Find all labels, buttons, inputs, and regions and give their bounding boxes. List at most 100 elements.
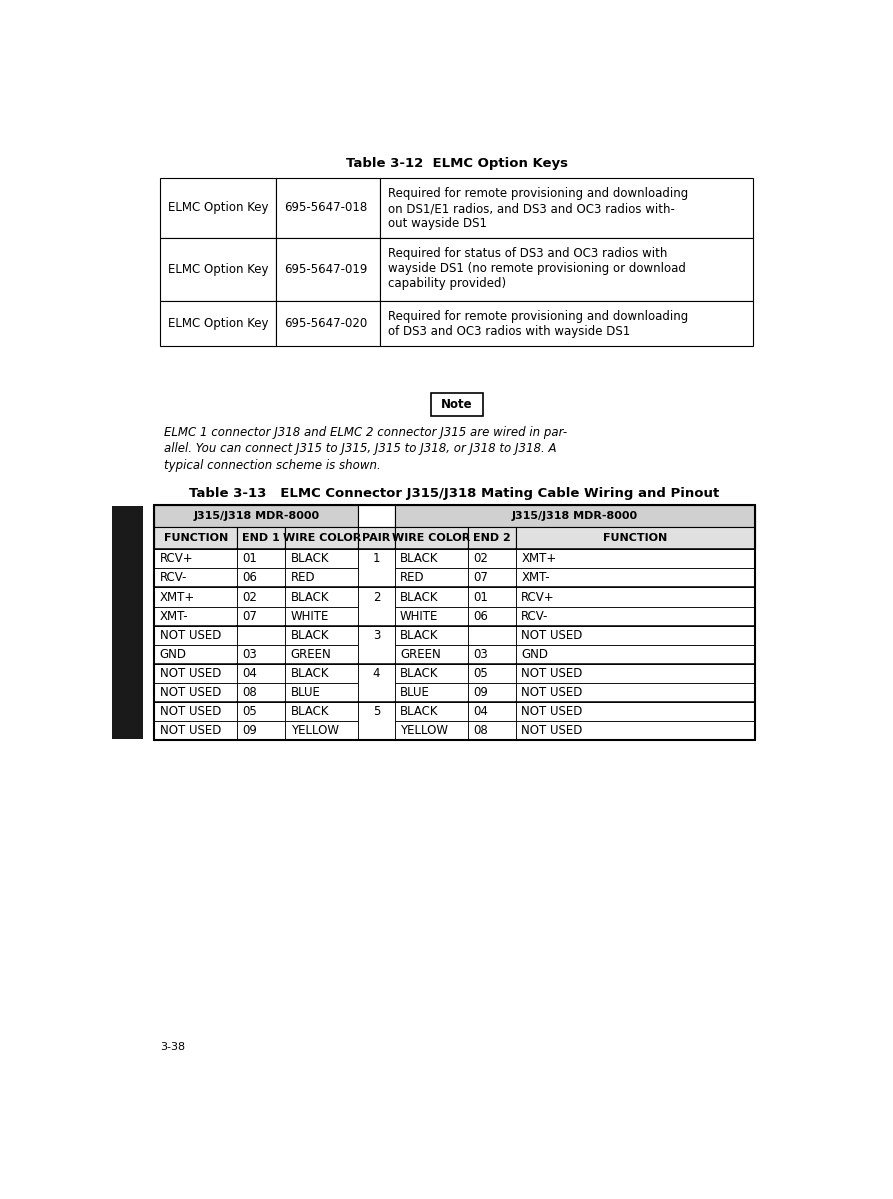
Text: NOT USED: NOT USED (160, 628, 221, 641)
Text: GND: GND (522, 647, 548, 661)
Text: Table 3-12  ELMC Option Keys: Table 3-12 ELMC Option Keys (346, 157, 568, 170)
Bar (516, 645, 755, 664)
Bar (161, 237, 276, 301)
Text: 3: 3 (372, 628, 380, 641)
Text: ELMC Option Key: ELMC Option Key (168, 263, 269, 276)
Text: 01: 01 (473, 591, 488, 603)
Text: RED: RED (400, 572, 424, 584)
Bar (468, 645, 516, 664)
Bar (395, 703, 468, 721)
Bar (285, 588, 358, 607)
Bar (468, 528, 516, 549)
Text: NOT USED: NOT USED (522, 724, 582, 737)
Bar (238, 588, 285, 607)
Text: BLUE: BLUE (400, 686, 430, 699)
Text: 07: 07 (473, 572, 488, 584)
Text: FUNCTION: FUNCTION (163, 534, 228, 543)
Text: on DS1/E1 radios, and DS3 and OC3 radios with-: on DS1/E1 radios, and DS3 and OC3 radios… (388, 201, 674, 215)
Bar (238, 528, 285, 549)
Text: NOT USED: NOT USED (522, 628, 582, 641)
Bar (516, 549, 755, 568)
Text: Required for remote provisioning and downloading: Required for remote provisioning and dow… (388, 311, 688, 324)
Text: WHITE: WHITE (400, 609, 438, 622)
Bar (358, 549, 395, 588)
Text: Table 3-13   ELMC Connector J315/J318 Mating Cable Wiring and Pinout: Table 3-13 ELMC Connector J315/J318 Mati… (189, 487, 720, 500)
Bar (380, 301, 754, 345)
Bar (285, 664, 358, 683)
Text: 695-5647-020: 695-5647-020 (284, 317, 367, 330)
Text: NOT USED: NOT USED (522, 686, 582, 699)
Bar (358, 703, 395, 740)
Text: 03: 03 (243, 647, 257, 661)
Text: 3-38: 3-38 (161, 1042, 186, 1052)
Bar (112, 506, 143, 739)
Text: ELMC 1 connector J318 and ELMC 2 connector J315 are wired in par-: ELMC 1 connector J318 and ELMC 2 connect… (164, 426, 567, 439)
Bar (395, 645, 468, 664)
Text: 05: 05 (243, 705, 257, 718)
Bar (285, 568, 358, 588)
Bar (395, 505, 755, 528)
Bar (154, 664, 238, 683)
Bar (154, 607, 238, 626)
Text: 09: 09 (243, 724, 257, 737)
Text: BLACK: BLACK (290, 591, 330, 603)
Bar (161, 177, 276, 237)
Text: BLACK: BLACK (400, 628, 438, 641)
Bar (238, 664, 285, 683)
Text: BLUE: BLUE (290, 686, 321, 699)
Text: ELMC Option Key: ELMC Option Key (168, 317, 269, 330)
Text: 06: 06 (243, 572, 257, 584)
Text: 04: 04 (473, 705, 488, 718)
Bar (238, 607, 285, 626)
Bar (358, 505, 395, 528)
Bar (468, 626, 516, 645)
Text: 08: 08 (473, 724, 488, 737)
Bar (380, 237, 754, 301)
Bar (276, 177, 380, 237)
Bar (516, 626, 755, 645)
Bar (468, 588, 516, 607)
Text: END 1: END 1 (242, 534, 280, 543)
Bar (516, 664, 755, 683)
Text: WIRE COLOR: WIRE COLOR (392, 534, 471, 543)
Bar (154, 588, 238, 607)
Text: NOT USED: NOT USED (160, 705, 221, 718)
Text: END 2: END 2 (473, 534, 511, 543)
Text: wayside DS1 (no remote provisioning or download: wayside DS1 (no remote provisioning or d… (388, 263, 686, 275)
Text: BLACK: BLACK (400, 591, 438, 603)
Text: ELMC Option Key: ELMC Option Key (168, 201, 269, 215)
Text: NOT USED: NOT USED (522, 705, 582, 718)
Bar (285, 645, 358, 664)
Text: 07: 07 (243, 609, 257, 622)
Text: NOT USED: NOT USED (522, 667, 582, 680)
Text: GREEN: GREEN (400, 647, 440, 661)
Bar (154, 568, 238, 588)
Bar (380, 177, 754, 237)
Text: BLACK: BLACK (400, 667, 438, 680)
Text: RCV-: RCV- (522, 609, 548, 622)
Text: GREEN: GREEN (290, 647, 331, 661)
Text: PAIR: PAIR (363, 534, 390, 543)
Text: out wayside DS1: out wayside DS1 (388, 217, 487, 230)
Bar (285, 683, 358, 703)
Bar (161, 301, 276, 345)
Bar (395, 721, 468, 740)
Text: of DS3 and OC3 radios with wayside DS1: of DS3 and OC3 radios with wayside DS1 (388, 325, 630, 338)
Bar (154, 721, 238, 740)
Bar (468, 703, 516, 721)
Text: 04: 04 (243, 667, 257, 680)
Text: 02: 02 (243, 591, 257, 603)
Text: BLACK: BLACK (290, 553, 330, 566)
Text: BLACK: BLACK (400, 705, 438, 718)
Bar (468, 721, 516, 740)
Bar (395, 588, 468, 607)
Text: 03: 03 (473, 647, 488, 661)
Bar (516, 721, 755, 740)
Text: FUNCTION: FUNCTION (604, 534, 667, 543)
Text: XMT-: XMT- (160, 609, 188, 622)
Text: WHITE: WHITE (290, 609, 329, 622)
Bar (154, 505, 358, 528)
Text: RCV-: RCV- (160, 572, 187, 584)
Text: YELLOW: YELLOW (400, 724, 448, 737)
Bar (285, 528, 358, 549)
